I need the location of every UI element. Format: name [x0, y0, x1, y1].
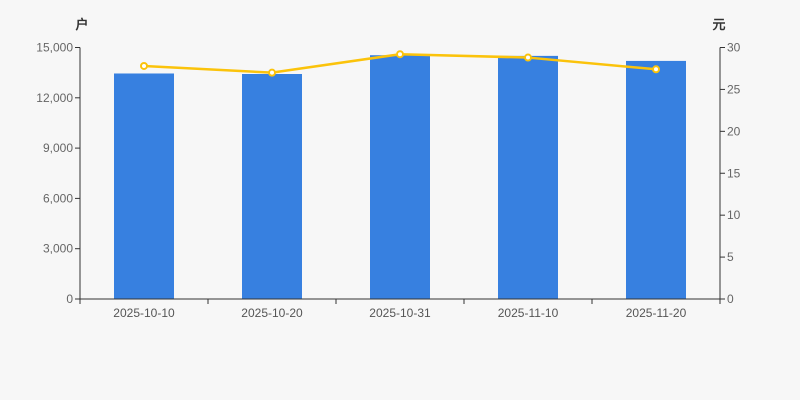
right-y-axis-tick-label: 5 [727, 250, 734, 264]
right-y-axis-tick-label: 25 [727, 82, 741, 96]
right-axis-unit-label: 元 [712, 17, 726, 32]
left-y-axis-tick-label: 12,000 [36, 91, 73, 105]
x-axis-label: 2025-10-31 [369, 306, 431, 320]
line-marker-2025-10-31 [396, 50, 404, 59]
right-y-axis-tick-label: 30 [727, 41, 741, 55]
bar-2025-11-20 [626, 60, 686, 300]
left-y-axis-tick-label: 3,000 [43, 242, 73, 256]
left-y-axis-tick-label: 9,000 [43, 141, 73, 155]
x-axis-label: 2025-11-10 [498, 306, 559, 320]
left-y-axis-tick-label: 15,000 [36, 41, 73, 55]
right-y-axis-tick-label: 20 [727, 124, 741, 138]
x-axis-label: 2025-10-10 [113, 306, 175, 320]
left-axis-unit-label: 户 [75, 17, 89, 32]
right-y-axis-tick-label: 10 [727, 208, 741, 222]
x-axis-label: 2025-11-20 [626, 306, 687, 320]
bar-2025-10-20 [242, 73, 302, 299]
right-y-axis-tick-label: 0 [727, 292, 734, 306]
left-y-axis-tick-label: 0 [66, 292, 73, 306]
x-axis-label: 2025-10-20 [241, 306, 303, 320]
bar-2025-10-31 [370, 55, 430, 300]
line-marker-2025-11-20 [652, 65, 660, 74]
line-marker-2025-10-10 [140, 61, 148, 70]
line-marker-2025-11-10 [524, 53, 532, 62]
line-marker-2025-10-20 [268, 68, 276, 77]
right-y-axis-tick-label: 15 [727, 166, 741, 180]
bar-2025-10-10 [114, 73, 174, 299]
bar-2025-11-10 [498, 55, 558, 300]
left-y-axis-tick-label: 6,000 [43, 191, 73, 205]
